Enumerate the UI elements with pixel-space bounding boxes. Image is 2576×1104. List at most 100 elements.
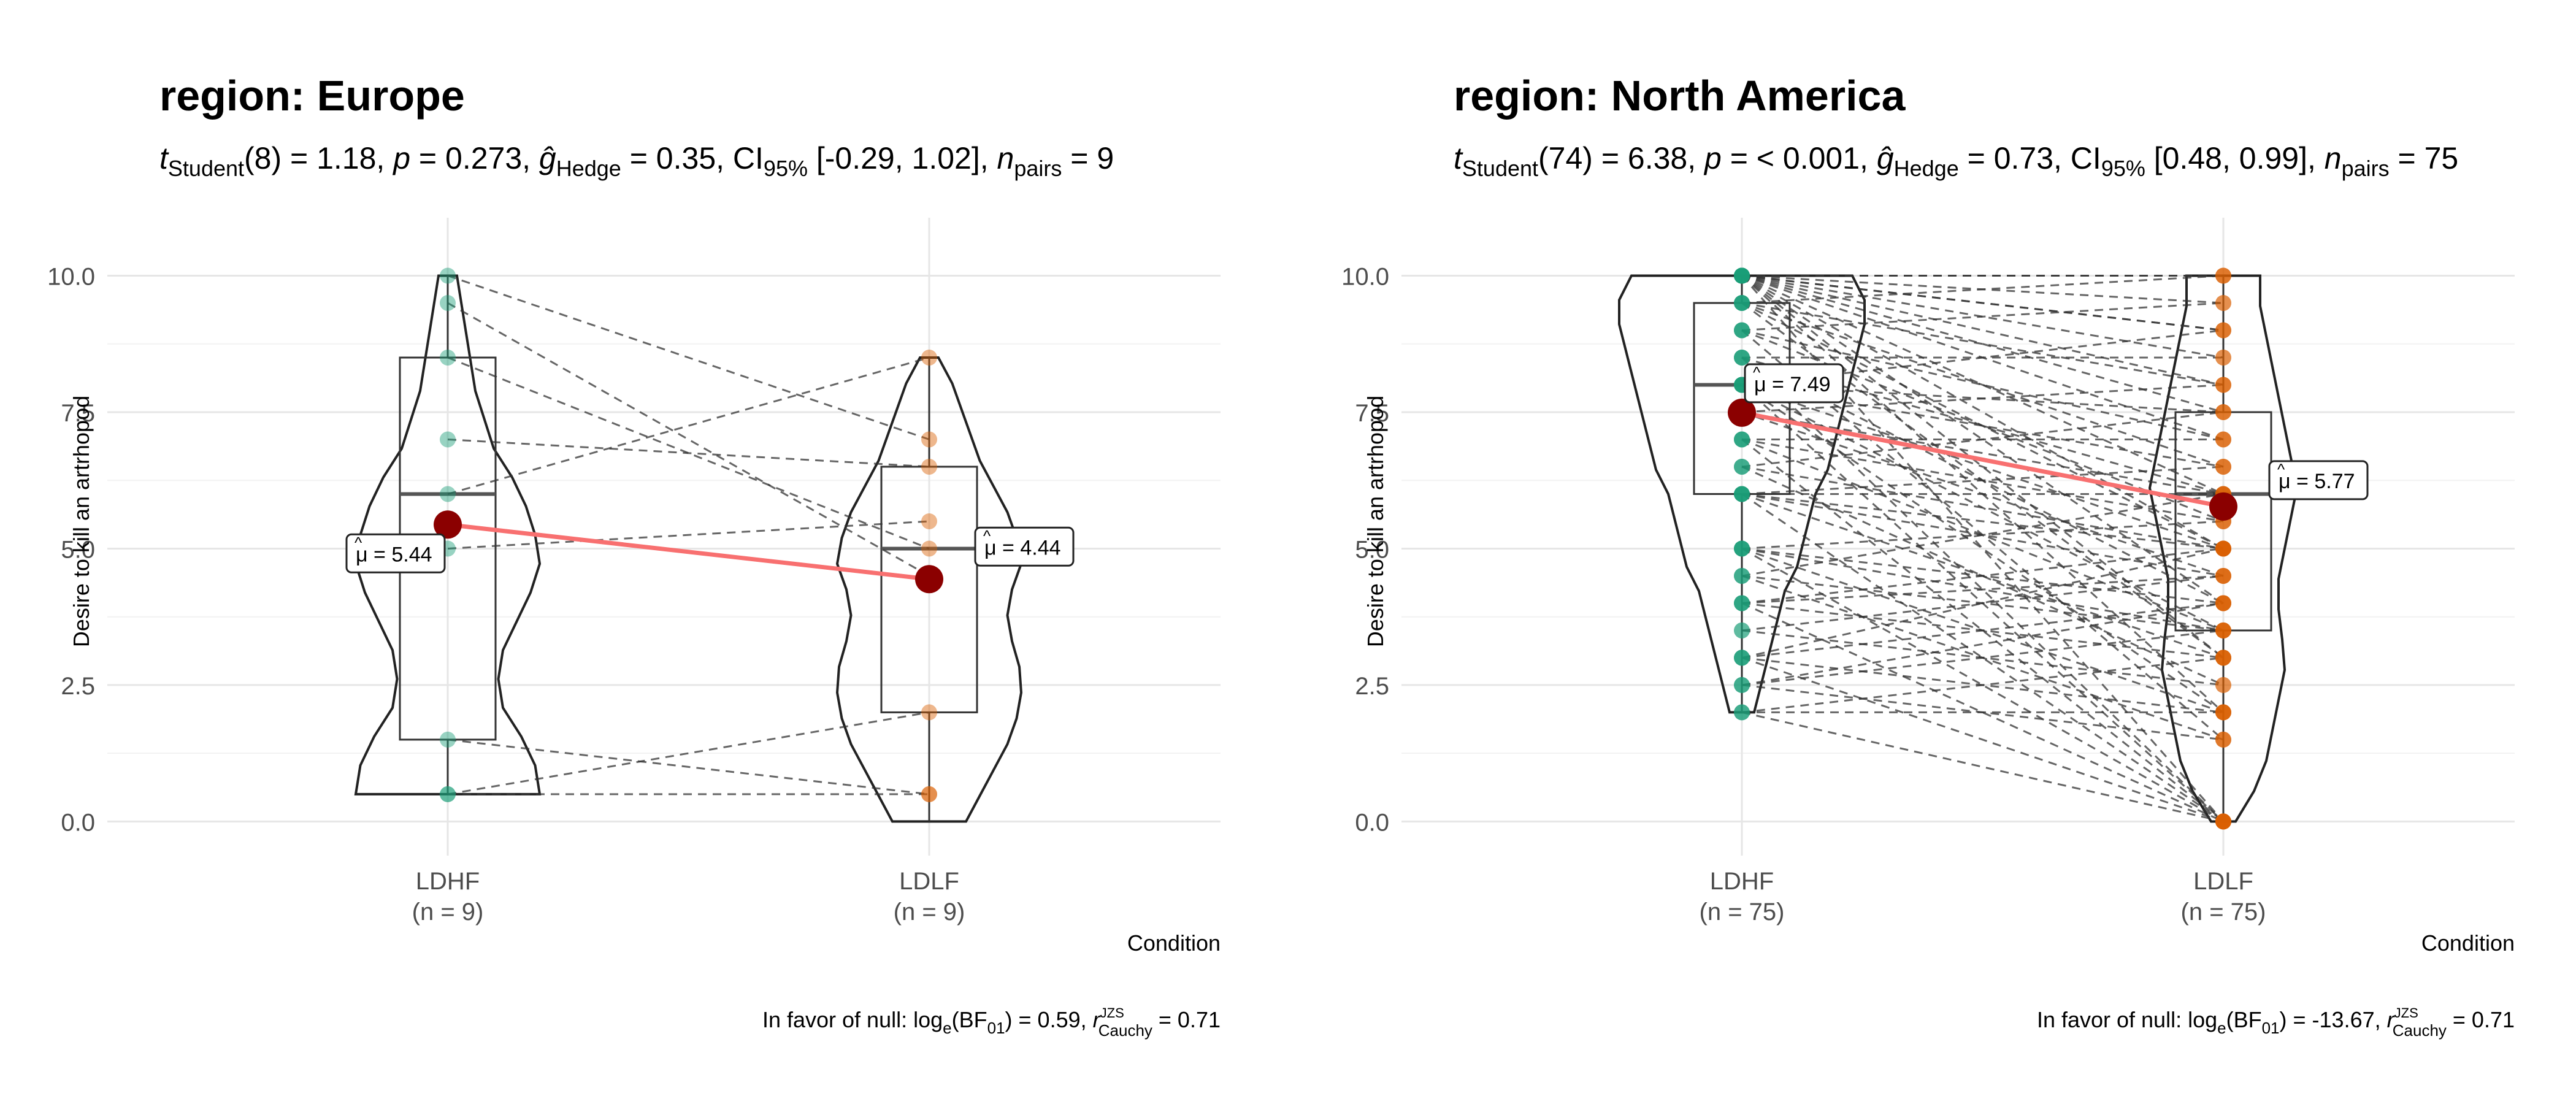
point-LDLF	[2215, 650, 2231, 666]
panel-subtitle: tStudent(74) = 6.38, p = < 0.001, ĝHedge…	[1454, 141, 2458, 181]
x-tick-label: LDHF	[1710, 868, 1774, 895]
mean-label-hat: ^	[983, 526, 991, 545]
point-LDLF	[921, 431, 937, 448]
point-LDHF	[1734, 267, 1750, 284]
point-LDHF	[1734, 267, 1750, 284]
y-tick-label: 7.5	[61, 400, 95, 427]
mean-label-symbol: μ	[356, 543, 368, 566]
point-LDHF	[1734, 431, 1750, 448]
point-LDHF	[1734, 458, 1750, 475]
point-LDLF	[2215, 813, 2231, 830]
mean-label-box	[974, 526, 1075, 567]
point-LDHF	[440, 786, 456, 802]
point-LDLF	[2215, 650, 2231, 666]
stat-g-value: = 0.35, CI	[621, 141, 764, 175]
pair-line	[447, 711, 930, 795]
point-LDLF	[921, 704, 937, 721]
point-LDLF	[2215, 377, 2231, 393]
point-LDLF	[2215, 349, 2231, 366]
pair-line	[1741, 520, 2224, 550]
mean-label-text: μ = 5.77	[2279, 470, 2355, 493]
mean-label-text: μ = 7.49	[1754, 373, 1831, 396]
violin-LDLF	[835, 356, 1023, 823]
caption-r: r	[1093, 1007, 1102, 1032]
panel-0: region: Europe tStudent(8) = 1.18, p = 0.…	[47, 72, 1221, 1040]
point-LDLF	[2215, 458, 2231, 475]
point-LDHF	[1734, 540, 1750, 557]
mean-label-text: μ = 5.44	[356, 543, 432, 566]
point-LDHF	[1734, 267, 1750, 284]
mean-label-hat: ^	[355, 533, 362, 551]
point-LDLF	[2215, 813, 2231, 830]
caption-bf-sub: 01	[987, 1019, 1005, 1037]
point-LDHF	[1734, 650, 1750, 666]
point-LDLF	[2215, 567, 2231, 584]
point-LDLF	[2215, 322, 2231, 339]
point-LDHF	[1734, 267, 1750, 284]
mean-label-LDHF: μ = 5.44^	[345, 533, 446, 573]
point-LDHF	[1734, 486, 1750, 502]
point-LDLF	[2215, 813, 2231, 830]
pair-line	[1741, 274, 2224, 304]
x-axis-title: Condition	[2421, 930, 2515, 956]
caption-bf-sub: 01	[2262, 1019, 2280, 1037]
point-LDHF	[1734, 595, 1750, 611]
stat-n-label: pairs	[2342, 156, 2390, 181]
point-LDLF	[2215, 731, 2231, 748]
point-LDLF	[2215, 404, 2231, 420]
caption-prefix: In favor of null: log	[762, 1007, 943, 1032]
point-LDHF	[1734, 650, 1750, 666]
y-tick-label: 2.5	[61, 673, 95, 700]
point-LDHF	[1734, 704, 1750, 721]
pair-line	[1741, 711, 2224, 822]
point-LDLF	[2215, 622, 2231, 638]
pair-line	[1741, 466, 2224, 550]
point-LDLF	[921, 786, 937, 802]
point-LDLF	[2215, 731, 2231, 748]
caption-r: r	[2387, 1007, 2396, 1032]
x-tick-label: LDLF	[2193, 868, 2253, 895]
point-LDLF	[2215, 458, 2231, 475]
point-LDHF	[440, 786, 456, 802]
point-LDLF	[2215, 622, 2231, 638]
mean-line	[447, 522, 930, 581]
stat-t-value: (8) = 1.18,	[244, 141, 393, 175]
panel-subtitle: tStudent(8) = 1.18, p = 0.273, ĝHedge = …	[159, 141, 1114, 181]
mean-label-value: = 4.44	[997, 536, 1061, 559]
point-LDHF	[1734, 486, 1750, 502]
point-LDHF	[1734, 622, 1750, 638]
mean-point-LDLF	[2209, 492, 2237, 521]
pair-line	[1741, 411, 2224, 468]
point-LDHF	[1734, 704, 1750, 721]
panel-title: region: North America	[1454, 72, 1906, 120]
point-LDLF	[2215, 404, 2231, 420]
point-LDHF	[1734, 322, 1750, 339]
point-LDLF	[2215, 377, 2231, 393]
mean-line	[1741, 410, 2224, 509]
point-LDHF	[1734, 294, 1750, 311]
point-LDHF	[1734, 458, 1750, 475]
caption-r-sub: Cauchy	[1098, 1021, 1152, 1040]
stat-ci-label: 95%	[764, 156, 808, 181]
point-LDHF	[1734, 294, 1750, 311]
y-tick-label: 5.0	[1355, 536, 1389, 563]
pair-line	[1741, 656, 2224, 713]
x-axis-title: Condition	[1127, 930, 1221, 956]
point-LDHF	[1734, 349, 1750, 366]
stat-n-label: pairs	[1014, 156, 1062, 181]
pair-line	[1741, 602, 2224, 686]
point-LDHF	[1734, 567, 1750, 584]
point-LDLF	[921, 540, 937, 557]
stat-g-symbol: ĝ	[539, 141, 556, 175]
point-LDLF	[921, 513, 937, 529]
pair-line	[1741, 383, 2224, 413]
point-LDHF	[1734, 704, 1750, 721]
pair-line	[1741, 302, 2224, 468]
point-LDHF	[1734, 294, 1750, 311]
x-tick-count: (n = 75)	[2181, 899, 2266, 926]
point-LDHF	[1734, 622, 1750, 638]
stat-t-symbol: t	[1454, 141, 1463, 175]
point-LDLF	[2215, 540, 2231, 557]
point-LDLF	[2215, 731, 2231, 748]
